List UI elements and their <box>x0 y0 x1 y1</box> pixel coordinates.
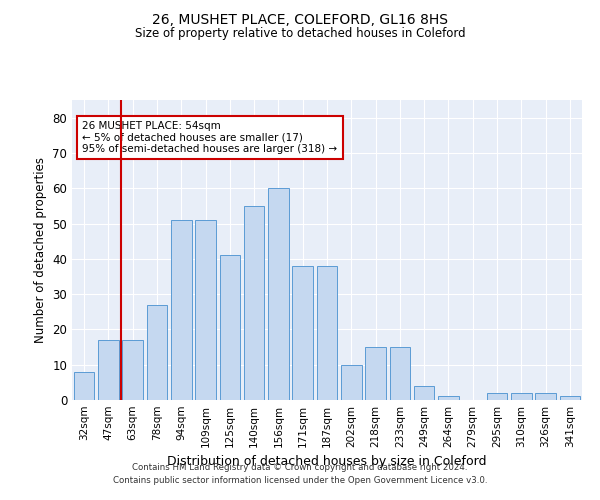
Text: 26, MUSHET PLACE, COLEFORD, GL16 8HS: 26, MUSHET PLACE, COLEFORD, GL16 8HS <box>152 12 448 26</box>
Y-axis label: Number of detached properties: Number of detached properties <box>34 157 47 343</box>
Bar <box>511 393 532 400</box>
Bar <box>438 396 459 400</box>
Bar <box>487 393 508 400</box>
Bar <box>414 386 434 400</box>
X-axis label: Distribution of detached houses by size in Coleford: Distribution of detached houses by size … <box>167 456 487 468</box>
Bar <box>389 347 410 400</box>
Bar <box>317 266 337 400</box>
Bar <box>244 206 265 400</box>
Bar <box>220 256 240 400</box>
Text: Contains public sector information licensed under the Open Government Licence v3: Contains public sector information licen… <box>113 476 487 485</box>
Bar <box>341 364 362 400</box>
Bar <box>292 266 313 400</box>
Bar <box>146 304 167 400</box>
Bar <box>122 340 143 400</box>
Bar <box>171 220 191 400</box>
Text: 26 MUSHET PLACE: 54sqm
← 5% of detached houses are smaller (17)
95% of semi-deta: 26 MUSHET PLACE: 54sqm ← 5% of detached … <box>82 121 337 154</box>
Text: Contains HM Land Registry data © Crown copyright and database right 2024.: Contains HM Land Registry data © Crown c… <box>132 464 468 472</box>
Bar <box>74 372 94 400</box>
Bar <box>535 393 556 400</box>
Text: Size of property relative to detached houses in Coleford: Size of property relative to detached ho… <box>134 28 466 40</box>
Bar <box>365 347 386 400</box>
Bar <box>195 220 216 400</box>
Bar <box>98 340 119 400</box>
Bar <box>560 396 580 400</box>
Bar <box>268 188 289 400</box>
